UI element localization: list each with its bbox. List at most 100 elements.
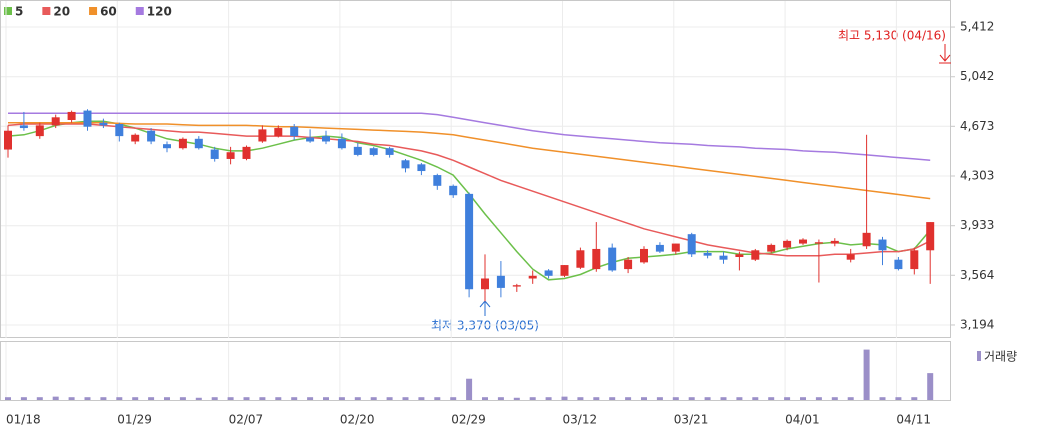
candle-body bbox=[512, 285, 521, 287]
volume-bar bbox=[275, 397, 282, 400]
candle-body bbox=[608, 247, 617, 271]
candle-body bbox=[83, 110, 92, 127]
y-tick-label: 4,303 bbox=[960, 169, 994, 183]
legend-label: 60 bbox=[100, 5, 117, 19]
candle-body bbox=[481, 278, 489, 290]
volume-bar bbox=[100, 397, 107, 400]
volume-bar bbox=[259, 397, 266, 400]
volume-bar bbox=[211, 397, 218, 400]
volume-bar bbox=[593, 397, 600, 400]
candle-body bbox=[449, 185, 458, 196]
volume-bar bbox=[768, 397, 775, 400]
candle-body bbox=[290, 126, 299, 137]
candle-body bbox=[624, 259, 633, 270]
legend-label: 20 bbox=[53, 5, 70, 19]
volume-bar bbox=[561, 396, 568, 400]
candle-body bbox=[35, 125, 44, 137]
candle-body bbox=[671, 243, 680, 252]
volume-bar bbox=[370, 397, 377, 400]
x-tick-label: 02/07 bbox=[229, 413, 264, 427]
volume-bar bbox=[609, 397, 616, 400]
volume-bar bbox=[720, 397, 727, 400]
candle-body bbox=[528, 275, 537, 279]
volume-bar bbox=[688, 397, 695, 400]
legend-swatch bbox=[4, 7, 12, 15]
y-tick-label: 4,673 bbox=[960, 119, 994, 133]
volume-bar bbox=[307, 397, 314, 400]
x-tick-label: 01/29 bbox=[117, 413, 152, 427]
x-tick-label: 04/11 bbox=[896, 413, 931, 427]
candle-body bbox=[163, 144, 171, 149]
candle-body bbox=[496, 275, 505, 288]
ma-line bbox=[8, 121, 931, 200]
candle-body bbox=[417, 164, 426, 172]
volume-bar bbox=[434, 397, 441, 400]
high-arrow bbox=[939, 44, 951, 64]
volume-bar bbox=[497, 397, 504, 400]
candle-body bbox=[592, 248, 601, 270]
candle-body bbox=[560, 265, 569, 276]
candle-body bbox=[210, 149, 219, 159]
volume-bar bbox=[450, 397, 457, 400]
candle-body bbox=[894, 259, 903, 270]
volume-bar bbox=[656, 397, 663, 400]
volume-bar bbox=[672, 397, 679, 400]
candle-body bbox=[703, 252, 712, 256]
candle-body bbox=[783, 240, 792, 248]
candle-body bbox=[767, 244, 776, 252]
volume-bar bbox=[752, 397, 759, 400]
x-tick-label: 03/21 bbox=[674, 413, 709, 427]
x-tick-label: 04/01 bbox=[785, 413, 820, 427]
candle-body bbox=[242, 146, 251, 159]
volume-bar bbox=[20, 397, 27, 400]
legend-label: 120 bbox=[147, 5, 172, 19]
volume-bar bbox=[482, 397, 488, 400]
candle-body bbox=[910, 250, 919, 270]
volume-bar bbox=[386, 397, 393, 400]
volume-bar bbox=[243, 397, 250, 400]
candle-body bbox=[194, 138, 203, 149]
volume-bar bbox=[84, 397, 91, 400]
volume-bar bbox=[354, 397, 361, 400]
candle-body bbox=[814, 242, 823, 244]
volume-bar bbox=[68, 397, 75, 400]
volume-legend-swatch bbox=[977, 351, 981, 361]
candle-body bbox=[226, 152, 235, 159]
legend-swatch bbox=[89, 7, 98, 15]
volume-bar bbox=[116, 397, 123, 400]
candle-body bbox=[369, 148, 378, 155]
legend: 5 20 60 120 bbox=[4, 5, 172, 19]
price-frame bbox=[0, 0, 951, 338]
candle-body bbox=[576, 250, 585, 268]
volume-bar bbox=[815, 397, 822, 400]
volume-bar bbox=[132, 397, 139, 400]
candle-body bbox=[51, 117, 60, 126]
volume-bar bbox=[800, 397, 806, 400]
candle-body bbox=[799, 239, 807, 244]
y-tick-label: 3,564 bbox=[960, 268, 994, 282]
candle-body bbox=[830, 240, 839, 244]
volume-bar bbox=[545, 397, 552, 400]
volume-legend-label: 거래량 bbox=[984, 350, 1017, 364]
volume-bar bbox=[148, 397, 155, 400]
volume-bar bbox=[5, 397, 11, 400]
volume-bar bbox=[529, 397, 536, 400]
high-annotation: 최고 5,130 (04/16) bbox=[838, 29, 946, 43]
x-tick-label: 03/12 bbox=[563, 413, 598, 427]
candle-body bbox=[878, 239, 887, 251]
volume-bar bbox=[36, 397, 43, 400]
candle-body bbox=[353, 146, 362, 155]
candle-body bbox=[115, 124, 124, 137]
y-tick-label: 5,042 bbox=[960, 69, 994, 83]
candle-body bbox=[99, 122, 108, 126]
candle-body bbox=[178, 138, 187, 149]
volume-bar bbox=[195, 397, 202, 400]
candle-body bbox=[433, 175, 442, 186]
candle-body bbox=[751, 250, 760, 260]
x-tick-label: 02/20 bbox=[340, 413, 375, 427]
y-tick-label: 3,933 bbox=[960, 218, 994, 232]
candle-body bbox=[465, 193, 474, 290]
volume-bar bbox=[641, 397, 647, 400]
volume-bar bbox=[418, 397, 425, 400]
